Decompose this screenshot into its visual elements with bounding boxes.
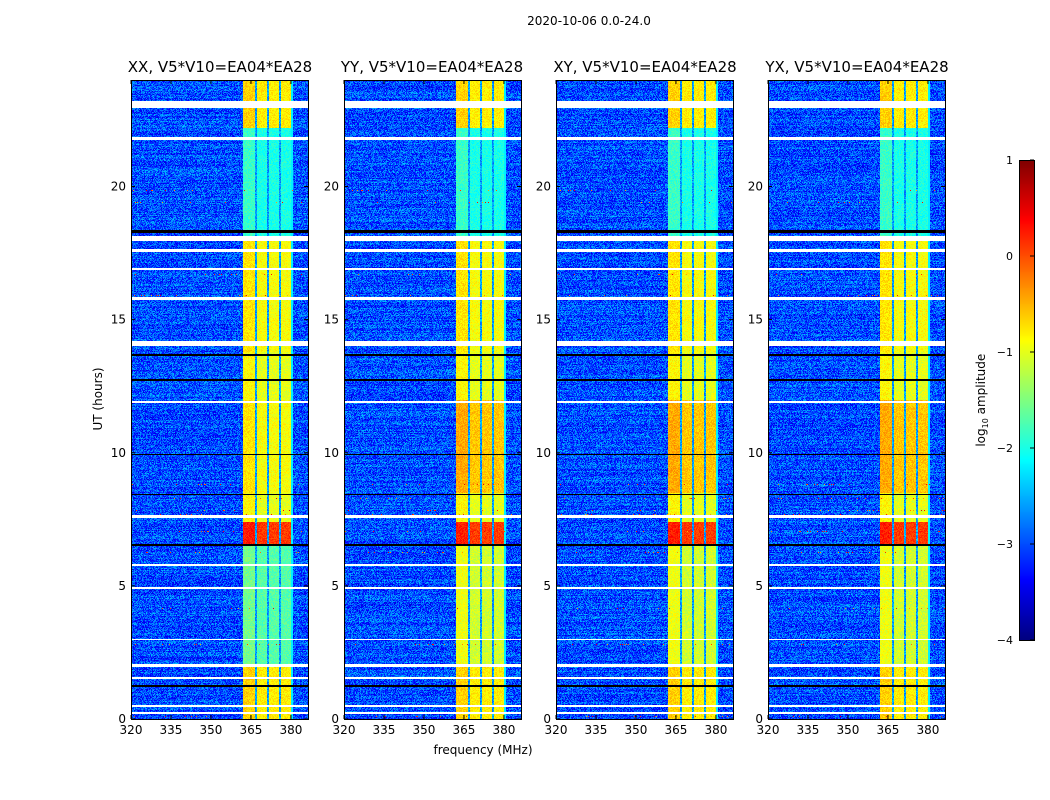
x-tick-label: 350 (413, 723, 436, 737)
y-tick-label: 10 (324, 446, 339, 460)
colorbar-tick-label: −4 (997, 634, 1013, 647)
x-tick-label: 380 (704, 723, 727, 737)
y-tick-label: 0 (118, 712, 126, 726)
x-tick-label: 335 (373, 723, 396, 737)
x-tick-label: 320 (545, 723, 568, 737)
y-tick-label: 0 (543, 712, 551, 726)
x-tick-label: 365 (877, 723, 900, 737)
y-tick-label: 15 (324, 313, 339, 327)
panel-frame (556, 80, 734, 720)
y-tick-label: 20 (111, 180, 126, 194)
colorbar-frame (1019, 160, 1035, 641)
panel-title-yy: YY, V5*V10=EA04*EA28 (340, 58, 524, 76)
colorbar (1019, 160, 1034, 640)
heatmap-xy (556, 80, 733, 719)
x-tick-label: 320 (333, 723, 356, 737)
y-tick-label: 0 (755, 712, 763, 726)
y-tick-label: 10 (748, 446, 763, 460)
x-tick-label: 350 (200, 723, 223, 737)
panel-title-yx: YX, V5*V10=EA04*EA28 (765, 58, 949, 76)
colorbar-tick-label: 0 (1006, 250, 1013, 263)
x-tick-label: 320 (757, 723, 780, 737)
x-tick-label: 350 (625, 723, 648, 737)
x-axis-label: frequency (MHz) (433, 743, 533, 757)
x-tick-label: 320 (120, 723, 143, 737)
y-tick-label: 15 (111, 313, 126, 327)
figure-title: 2020-10-06 0.0-24.0 (527, 14, 651, 28)
x-tick-label: 380 (279, 723, 302, 737)
x-tick-label: 350 (837, 723, 860, 737)
y-tick-label: 5 (543, 579, 551, 593)
x-tick-label: 335 (585, 723, 608, 737)
x-tick-label: 365 (453, 723, 476, 737)
panel-title-xy: XY, V5*V10=EA04*EA28 (553, 58, 737, 76)
heatmap-xx (131, 80, 308, 719)
colorbar-tick-label: −3 (997, 538, 1013, 551)
colorbar-label: log10 amplitude (973, 353, 991, 447)
panel-frame (768, 80, 946, 720)
x-tick-label: 380 (492, 723, 515, 737)
y-tick-label: 20 (748, 180, 763, 194)
x-tick-label: 380 (916, 723, 939, 737)
y-tick-label: 0 (331, 712, 339, 726)
colorbar-tick-label: 1 (1006, 154, 1013, 167)
colorbar-tick-label: −1 (997, 346, 1013, 359)
y-tick-label: 15 (748, 313, 763, 327)
y-tick-label: 15 (536, 313, 551, 327)
panel-frame (131, 80, 309, 720)
panel-title-xx: XX, V5*V10=EA04*EA28 (127, 58, 313, 76)
x-tick-label: 365 (240, 723, 263, 737)
x-tick-label: 365 (665, 723, 688, 737)
x-tick-label: 335 (160, 723, 183, 737)
y-tick-label: 5 (118, 579, 126, 593)
y-tick-label: 20 (536, 180, 551, 194)
heatmap-yy (344, 80, 521, 719)
heatmap-yx (768, 80, 945, 719)
y-tick-label: 10 (111, 446, 126, 460)
y-tick-label: 10 (536, 446, 551, 460)
y-tick-label: 5 (755, 579, 763, 593)
y-tick-label: 20 (324, 180, 339, 194)
y-axis-label: UT (hours) (91, 367, 105, 431)
panel-frame (344, 80, 522, 720)
colorbar-tick-label: −2 (997, 442, 1013, 455)
x-tick-label: 335 (797, 723, 820, 737)
y-tick-label: 5 (331, 579, 339, 593)
